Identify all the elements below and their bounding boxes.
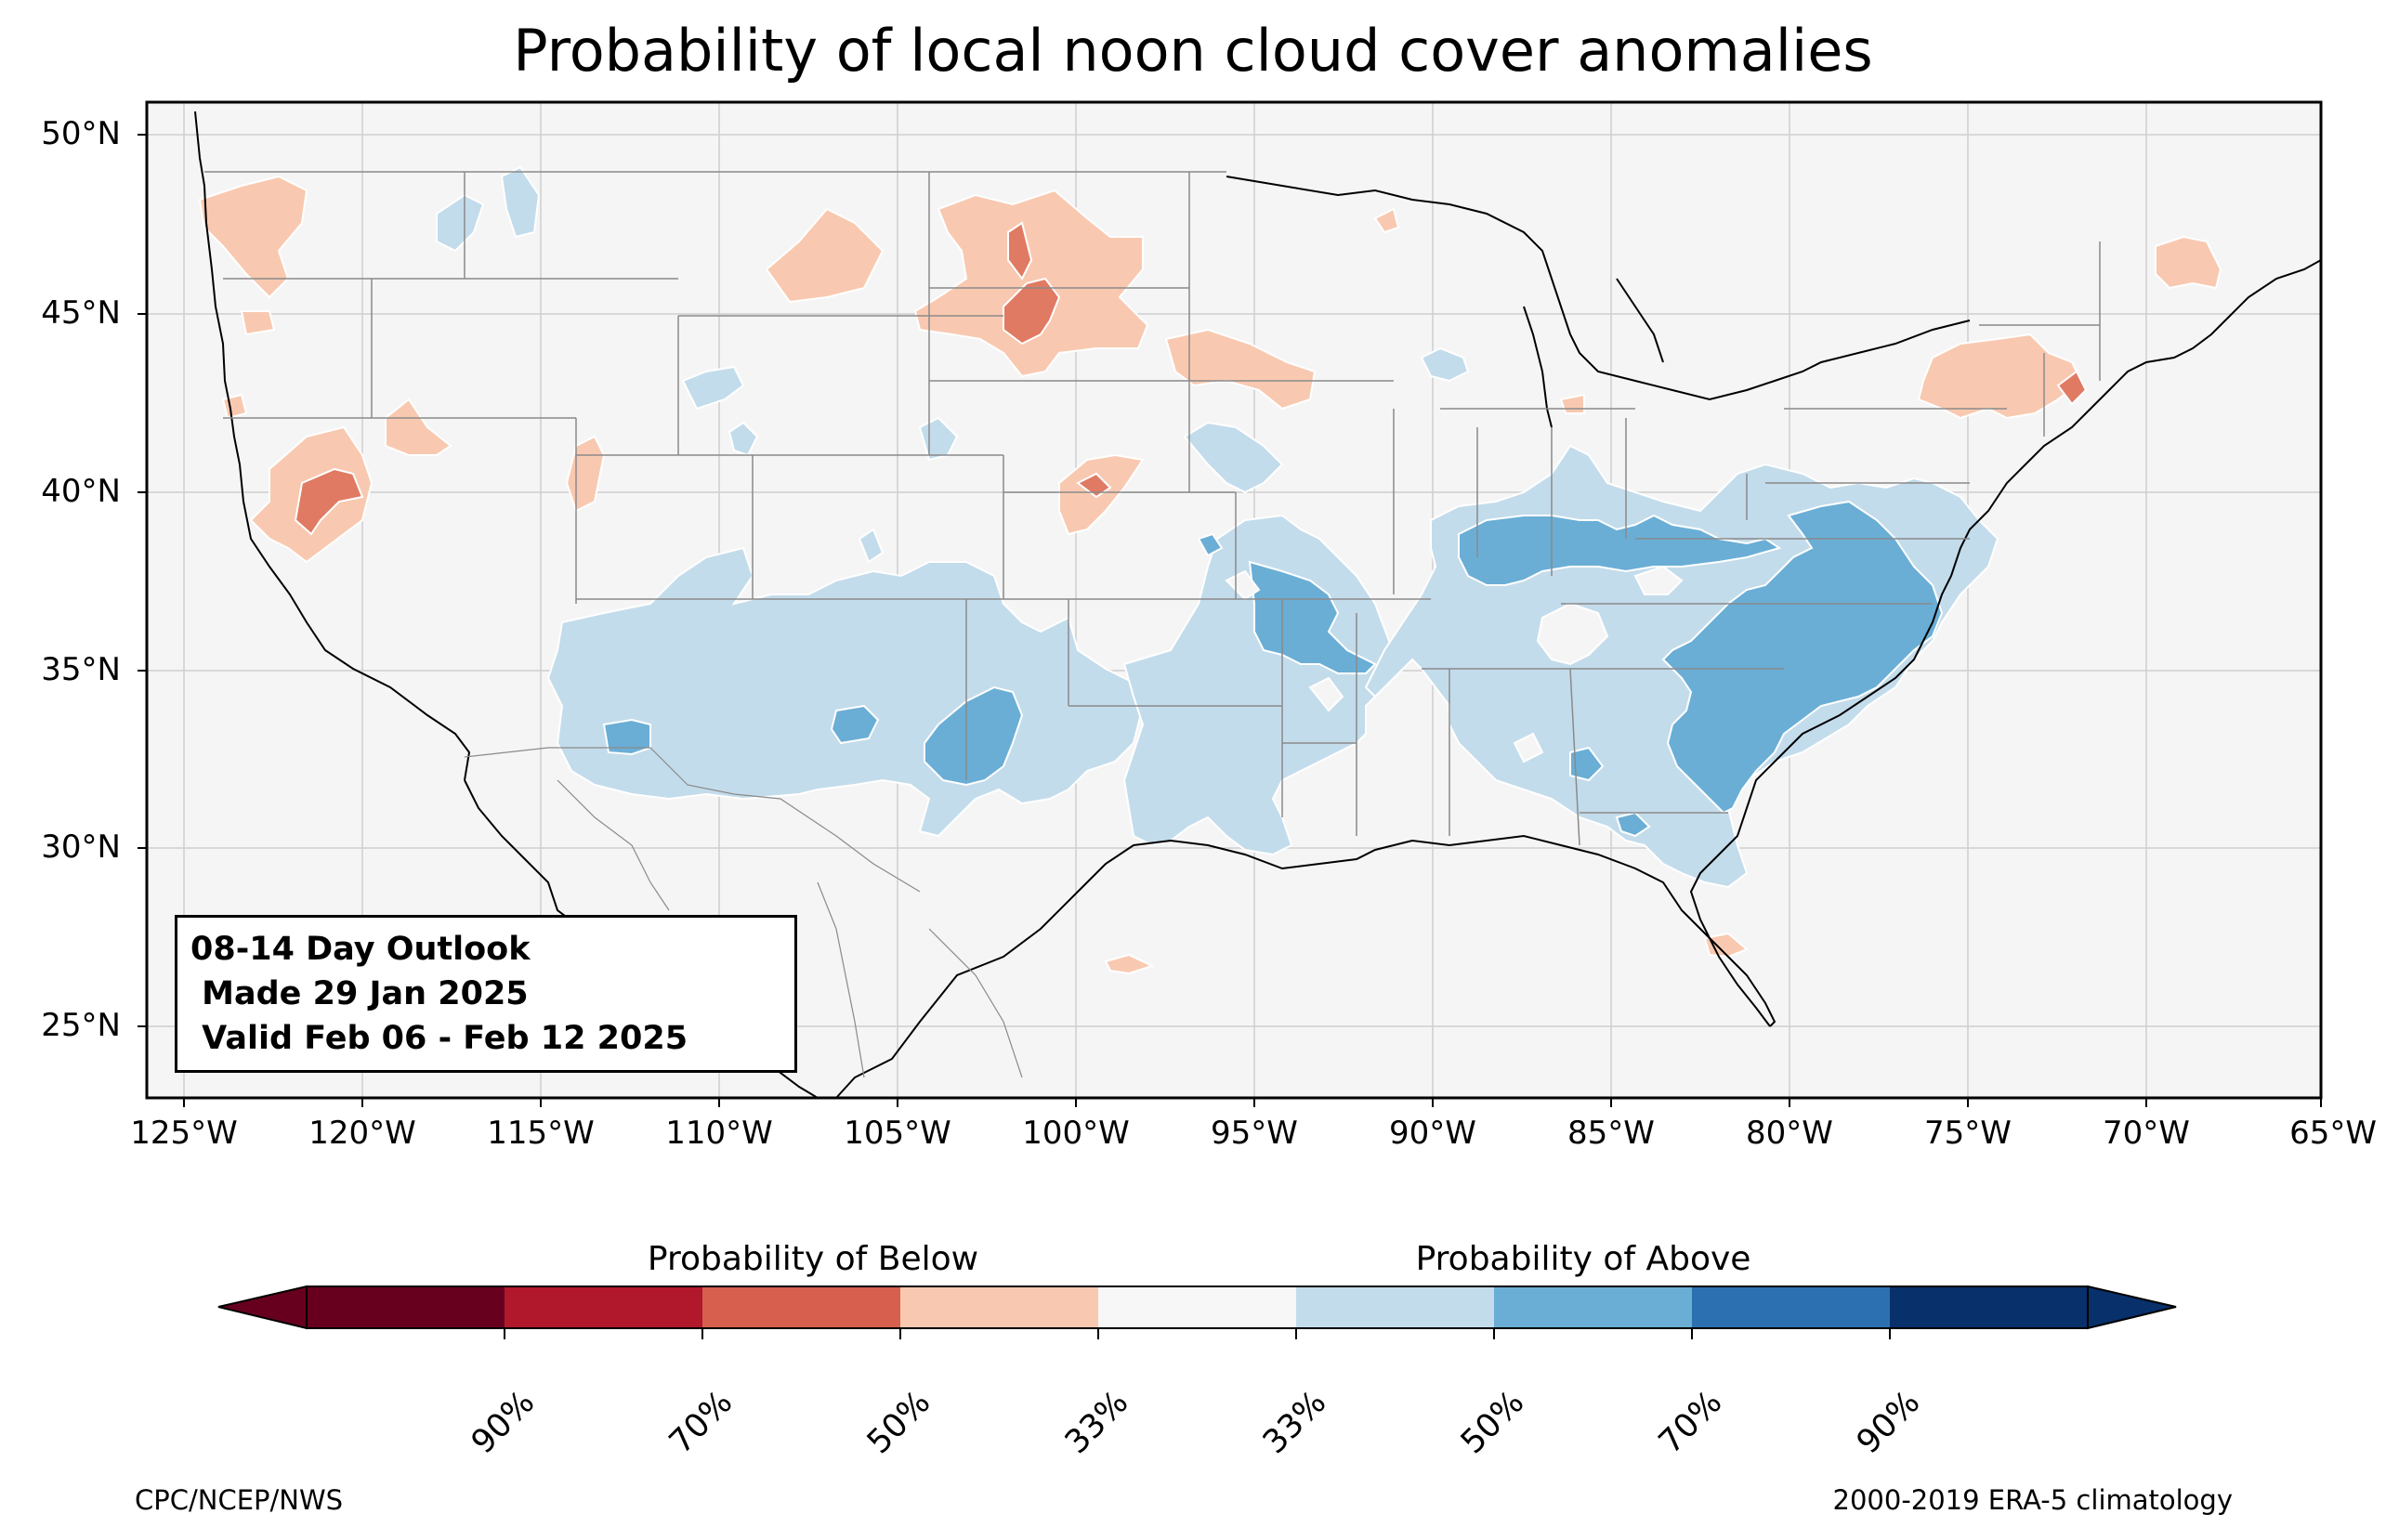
above-50-ohio-valley	[1458, 514, 1782, 586]
lon-label-115: 115°W	[487, 1115, 595, 1152]
colorbar-segment-7	[1494, 1286, 1692, 1328]
above-50-alabama-small	[1615, 811, 1651, 838]
above-midwest-small	[1183, 421, 1284, 494]
below-50-new-york	[2056, 370, 2088, 406]
mexico-borders	[464, 747, 1023, 1078]
below-nebraska	[1164, 328, 1317, 411]
colorbar-segment-8	[1692, 1286, 1890, 1328]
above-50-arizona	[602, 718, 651, 756]
lon-label-70: 70°W	[2103, 1115, 2190, 1152]
lon-label-75: 75°W	[1924, 1115, 2012, 1152]
outlook-made-date: Made 29 Jan 2025	[190, 975, 529, 1012]
below-texas-south	[1104, 953, 1155, 975]
lon-label-95: 95°W	[1211, 1115, 1298, 1152]
below-small-4	[240, 310, 276, 336]
above-50-arkansas	[1248, 560, 1377, 674]
above-nw-small-2	[500, 165, 541, 239]
above-ne-small	[858, 528, 885, 564]
below-50-california	[294, 467, 364, 536]
lon-label-125: 125°W	[130, 1115, 238, 1152]
lon-label-65: 65°W	[2289, 1115, 2377, 1152]
below-new-york	[1917, 333, 2083, 420]
outlook-info-box: 08-14 Day Outlook Made 29 Jan 2025 Valid…	[175, 915, 797, 1073]
above-50-ok-small	[1197, 532, 1224, 557]
outlook-period: 08-14 Day Outlook	[190, 931, 531, 968]
below-pacific-nw	[198, 175, 308, 299]
map-title: Probability of local noon cloud cover an…	[513, 17, 1873, 85]
lat-label-45: 45°N	[41, 294, 121, 332]
colorbar-below-label: Probability of Below	[647, 1240, 979, 1278]
colorbar-segment-9	[1890, 1286, 2088, 1328]
lon-label-110: 110°W	[665, 1115, 773, 1152]
holes	[1225, 565, 1684, 763]
lon-label-100: 100°W	[1022, 1115, 1130, 1152]
lat-label-50: 50°N	[41, 115, 121, 152]
lon-label-85: 85°W	[1567, 1115, 1655, 1152]
lat-label-25: 25°N	[41, 1007, 121, 1044]
lon-label-105: 105°W	[844, 1115, 951, 1152]
axis-ticks	[138, 134, 2322, 1107]
above-50-az-2	[830, 704, 880, 745]
outlook-valid-dates: Valid Feb 06 - Feb 12 2025	[190, 1020, 688, 1057]
below-50-dakotas-a	[1007, 221, 1033, 281]
colorbar-segment-4	[900, 1286, 1098, 1328]
above-wy-small	[728, 421, 759, 457]
colorbar-segment-3	[702, 1286, 900, 1328]
below-montana-west	[765, 207, 885, 304]
footer-climatology: 2000-2019 ERA-5 climatology	[1832, 1484, 2233, 1516]
state-borders	[204, 171, 2101, 846]
below-nevada	[385, 398, 452, 456]
colorbar-segment-5	[1098, 1286, 1296, 1328]
below-maine	[2155, 235, 2222, 290]
colorbar-extend-high	[2087, 1285, 2177, 1330]
lon-label-90: 90°W	[1389, 1115, 1476, 1152]
colorbar-segment-6	[1296, 1286, 1494, 1328]
below-small-1	[1373, 207, 1400, 234]
colorbar-segment-2	[505, 1286, 702, 1328]
lat-label-35: 35°N	[41, 651, 121, 688]
footer-source: CPC/NCEP/NWS	[135, 1484, 344, 1516]
below-small-3	[221, 393, 248, 420]
lon-label-120: 120°W	[308, 1115, 416, 1152]
colorbar-segment-1	[307, 1286, 505, 1328]
above-michigan-small	[1420, 346, 1470, 383]
colorbar-frame	[306, 1286, 2089, 1329]
above-central-small	[681, 365, 745, 411]
lat-label-30: 30°N	[41, 829, 121, 866]
colorbar-above-label: Probability of Above	[1415, 1240, 1751, 1278]
lon-label-80: 80°W	[1746, 1115, 1833, 1152]
map-frame	[145, 100, 2323, 1100]
below-normal-high	[294, 221, 2088, 536]
above-50-new-mexico	[924, 685, 1024, 787]
above-normal-high	[602, 500, 1944, 838]
lat-label-40: 40°N	[41, 473, 121, 510]
above-50-georgia-small	[1569, 746, 1605, 782]
colorbar	[217, 1285, 2177, 1339]
colorbar-extend-low	[217, 1285, 308, 1330]
below-50-dakotas-b	[1003, 277, 1061, 346]
